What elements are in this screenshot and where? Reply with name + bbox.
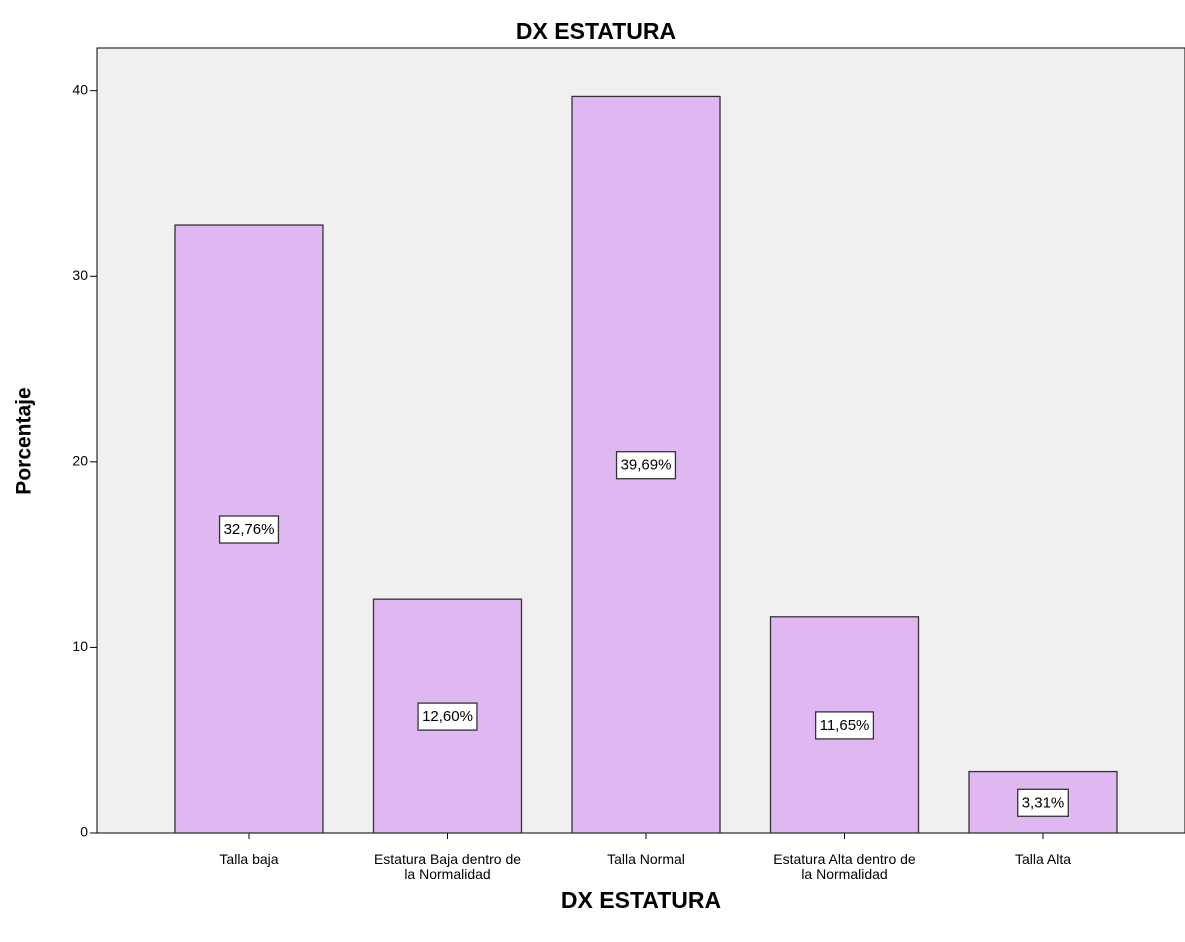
x-tick-label: Talla Alta <box>1014 851 1072 867</box>
x-tick-label: Talla baja <box>219 851 279 867</box>
y-axis-label: Porcentaje <box>13 387 36 494</box>
x-tick-label: Talla Normal <box>607 851 685 867</box>
value-label-box <box>417 702 478 731</box>
x-tick-label: Estatura Baja dentro de la Normalidad <box>373 851 522 882</box>
chart-title: DX ESTATURA <box>516 18 676 44</box>
value-label: 11,65% <box>820 717 870 734</box>
value-label-box <box>218 515 280 544</box>
value-label: 32,76% <box>224 521 275 538</box>
y-tick-label: 30 <box>72 267 88 283</box>
value-label-box <box>1017 788 1069 817</box>
value-label: 12,60% <box>422 708 473 725</box>
y-tick-label: 0 <box>80 824 88 840</box>
value-label-box <box>615 451 677 480</box>
y-tick-label: 40 <box>72 81 88 97</box>
y-tick-label: 10 <box>72 638 88 654</box>
x-axis-label: DX ESTATURA <box>561 887 721 913</box>
x-tick-label: Estatura Alta dentro de la Normalidad <box>773 851 916 882</box>
value-label: 39,69% <box>621 457 672 474</box>
value-label: 3,31% <box>1022 794 1065 811</box>
value-label-box <box>814 711 875 740</box>
y-tick-label: 20 <box>72 453 88 469</box>
